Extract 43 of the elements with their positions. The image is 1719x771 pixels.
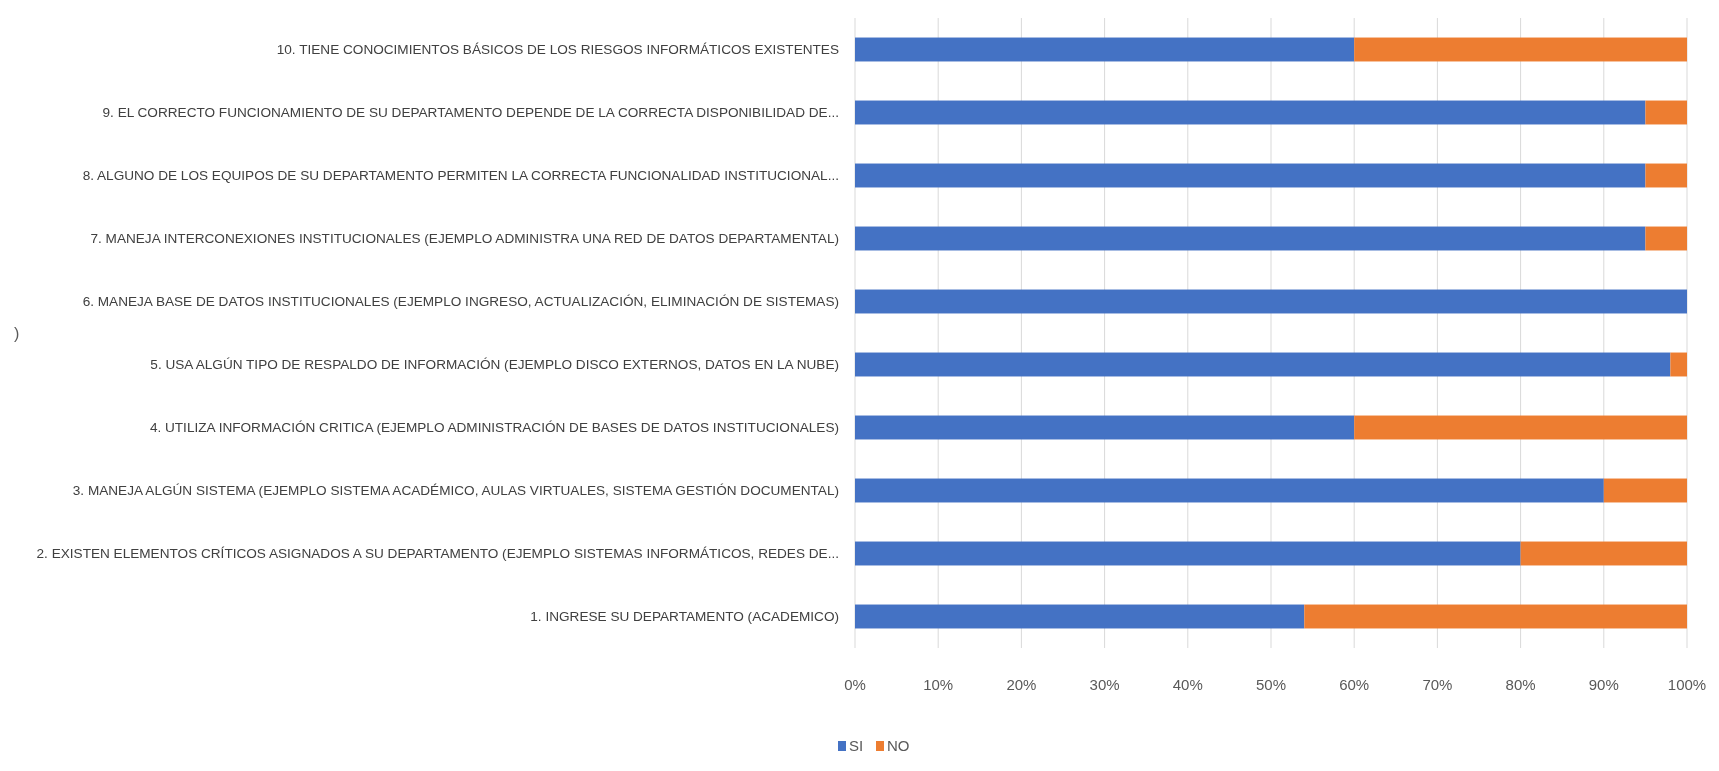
y-tick-label: 5. USA ALGÚN TIPO DE RESPALDO DE INFORMACIÓN (EJEMPLO DISCO EXTERNOS, DATOS EN LA NUBE) <box>150 357 839 372</box>
x-tick-label: 50% <box>1255 676 1287 693</box>
legend-label: NO <box>887 737 910 754</box>
x-tick-label: 20% <box>1006 676 1037 693</box>
x-tick-label: 70% <box>1422 676 1453 693</box>
x-tick-label: 40% <box>1172 676 1203 693</box>
bar <box>855 352 1671 377</box>
x-tick-label: 80% <box>1505 676 1536 693</box>
y-tick-label: 9. EL CORRECTO FUNCIONAMIENTO DE SU DEPARTAMENTO DEPENDE DE LA CORRECTA DISPONIBILIDAD DE... <box>102 105 839 120</box>
bar <box>855 289 1687 314</box>
y-tick-label: 7. MANEJA INTERCONEXIONES INSTITUCIONALES (EJEMPLO ADMINISTRA UNA RED DE DATOS DEPARTAMENTAL) <box>90 231 839 246</box>
bar <box>1520 541 1687 566</box>
y-tick-label: 10. TIENE CONOCIMIENTOS BÁSICOS DE LOS RIESGOS INFORMÁTICOS EXISTENTES <box>276 42 839 57</box>
bar <box>1645 163 1687 188</box>
bar <box>1354 37 1687 62</box>
legend-label: SI <box>849 737 864 754</box>
y-tick-label: 8. ALGUNO DE LOS EQUIPOS DE SU DEPARTAMENTO PERMITEN LA CORRECTA FUNCIONALIDAD INSTITUCIONAL... <box>82 168 839 183</box>
bar <box>1304 604 1687 629</box>
bar <box>855 226 1646 251</box>
bar <box>1603 478 1687 503</box>
bar <box>1670 352 1687 377</box>
bar <box>855 478 1604 503</box>
bar <box>1645 226 1687 251</box>
bar <box>855 415 1355 440</box>
x-tick-label: 10% <box>923 676 954 693</box>
y-tick-label: 1. INGRESE SU DEPARTAMENTO (ACADEMICO) <box>530 609 839 624</box>
bar <box>855 541 1521 566</box>
y-tick-label: 6. MANEJA BASE DE DATOS INSTITUCIONALES (EJEMPLO INGRESO, ACTUALIZACIÓN, ELIMINACIÓN DE SISTEMAS) <box>82 294 839 309</box>
x-tick-label: 90% <box>1588 676 1619 693</box>
bar <box>855 604 1305 629</box>
bar <box>1645 100 1687 125</box>
y-axis-title: ) <box>14 324 20 342</box>
x-tick-label: 30% <box>1089 676 1120 693</box>
bar <box>1354 415 1687 440</box>
y-tick-label: 3. MANEJA ALGÚN SISTEMA (EJEMPLO SISTEMA ACADÉMICO, AULAS VIRTUALES, SISTEMA GESTIÓN DOCUMENTAL) <box>72 483 839 498</box>
bar <box>855 163 1646 188</box>
x-tick-label: 60% <box>1339 676 1370 693</box>
bar <box>855 100 1646 125</box>
x-tick-label: 0% <box>844 676 866 693</box>
x-tick-label: 100% <box>1667 676 1707 693</box>
y-tick-label: 4. UTILIZA INFORMACIÓN CRITICA (EJEMPLO ADMINISTRACIÓN DE BASES DE DATOS INSTITUCIONALES) <box>149 420 839 435</box>
y-tick-label: 2. EXISTEN ELEMENTOS CRÍTICOS ASIGNADOS A SU DEPARTAMENTO (EJEMPLO SISTEMAS INFORMÁTICOS, REDES DE... <box>36 546 839 561</box>
bar <box>855 37 1355 62</box>
